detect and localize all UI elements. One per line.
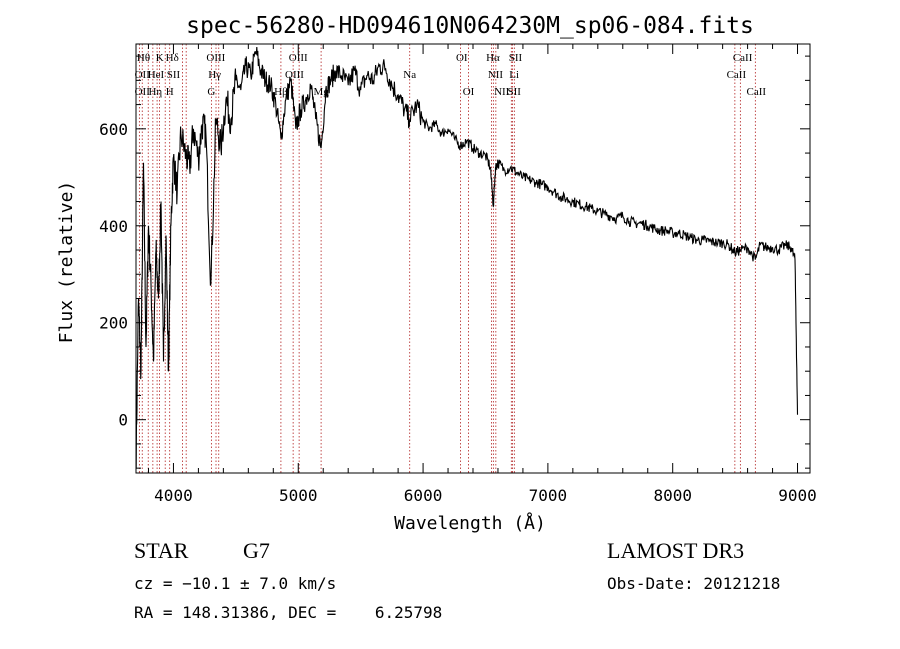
line-label: OIII [285, 69, 304, 81]
line-label: HeI [148, 69, 165, 81]
line-label: Li [509, 69, 519, 81]
line-label: OII [135, 86, 151, 98]
x-tick-label: 6000 [404, 486, 443, 505]
line-label: OIII [289, 52, 308, 64]
line-label: NII [488, 69, 504, 81]
line-label: Hδ [166, 52, 179, 64]
x-tick-label: 9000 [778, 486, 817, 505]
line-label: OI [456, 52, 468, 64]
obs-date: Obs-Date: 20121218 [607, 574, 781, 593]
line-label: OIII [206, 52, 225, 64]
y-tick-label: 400 [99, 217, 128, 236]
y-axis-label: Flux (relative) [56, 181, 77, 344]
line-label: SII [507, 86, 521, 98]
line-label: Hγ [208, 69, 221, 81]
y-tick-label: 600 [99, 120, 128, 139]
x-tick-label: 5000 [279, 486, 318, 505]
flux-series-line [135, 46, 799, 469]
x-axis-label: Wavelength (Å) [394, 512, 546, 534]
line-label: CaII [733, 52, 753, 64]
y-tick-label: 0 [118, 411, 128, 430]
line-label: SII [167, 69, 181, 81]
line-label: OII [135, 69, 151, 81]
line-label: K [156, 52, 164, 64]
line-label: CaII [747, 86, 767, 98]
line-label: Hβ [274, 86, 288, 98]
object-class: STAR [134, 538, 189, 563]
coordinates-text: RA = 148.31386, DEC = 6.25798 [134, 603, 443, 622]
object-subclass: G7 [243, 538, 270, 563]
line-label: NII [494, 86, 510, 98]
line-label: Hα [486, 52, 500, 64]
y-tick-label: 200 [99, 314, 128, 333]
line-label: Hη [148, 86, 162, 98]
survey-name: LAMOST DR3 [607, 538, 745, 563]
line-label: Na [403, 69, 416, 81]
x-tick-label: 7000 [529, 486, 568, 505]
line-label: Hθ [137, 52, 150, 64]
redshift-text: cz = −10.1 ± 7.0 km/s [134, 574, 337, 593]
spectral-line-markers [138, 44, 756, 473]
line-label: SII [509, 52, 523, 64]
x-tick-label: 8000 [653, 486, 692, 505]
axis-ticks: 4000 5000 6000 7000 8000 9000 0 200 400 600 [99, 44, 817, 505]
line-label: OI [463, 86, 475, 98]
x-tick-label: 4000 [154, 486, 193, 505]
plot-frame [135, 43, 811, 474]
line-label: H [166, 86, 174, 98]
line-label: G [207, 86, 215, 98]
chart-title: spec-56280-HD094610N064230M_sp06-084.fit… [186, 13, 754, 39]
line-label: CaII [727, 69, 747, 81]
